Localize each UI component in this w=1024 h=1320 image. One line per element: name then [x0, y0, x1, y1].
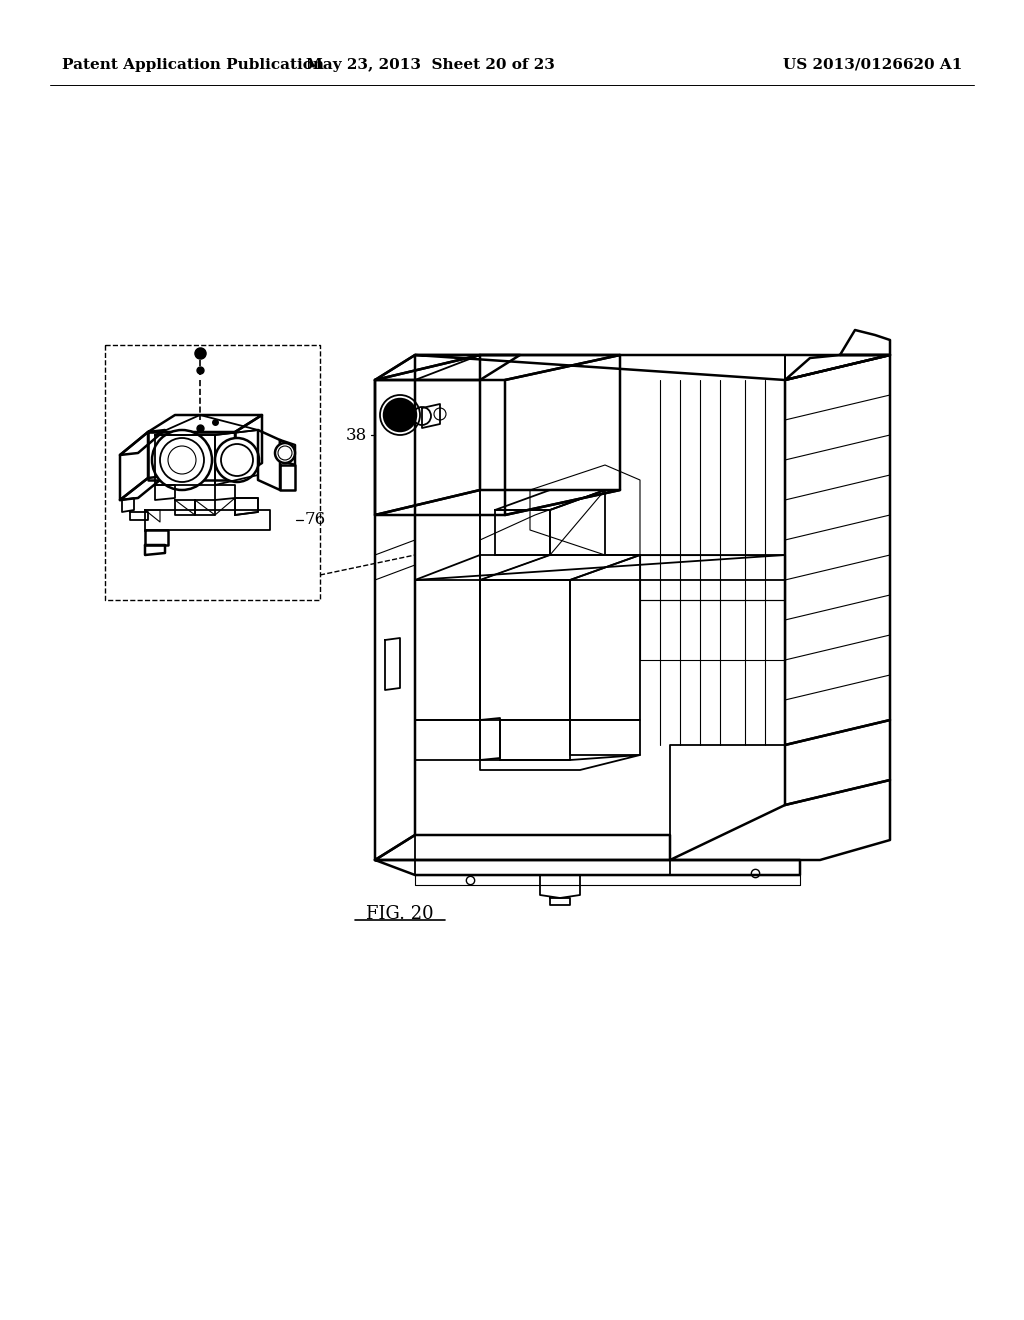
Circle shape: [152, 430, 212, 490]
Text: 38: 38: [346, 426, 367, 444]
Circle shape: [215, 438, 259, 482]
Circle shape: [275, 444, 295, 463]
Text: May 23, 2013  Sheet 20 of 23: May 23, 2013 Sheet 20 of 23: [305, 58, 554, 73]
Text: FIG. 20: FIG. 20: [367, 906, 434, 923]
Text: US 2013/0126620 A1: US 2013/0126620 A1: [782, 58, 962, 73]
Text: Patent Application Publication: Patent Application Publication: [62, 58, 324, 73]
Circle shape: [384, 399, 416, 432]
Text: 76: 76: [305, 511, 326, 528]
